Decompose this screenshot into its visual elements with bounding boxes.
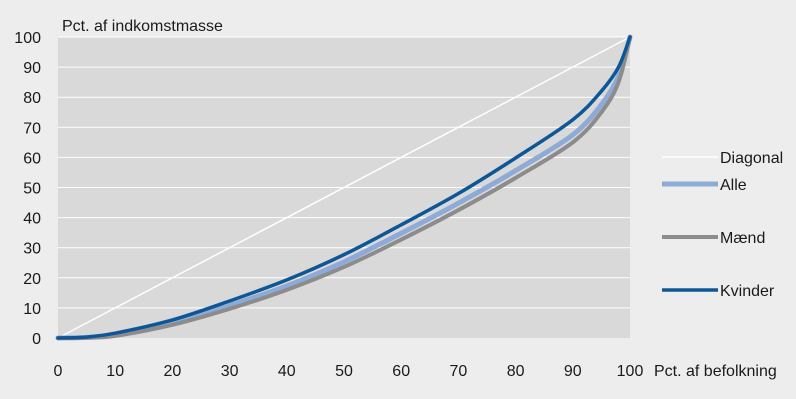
y-tick-label: 100 (14, 30, 41, 47)
y-tick-label: 10 (23, 301, 41, 318)
y-tick-label: 20 (23, 271, 41, 288)
series-line-diagonal (57, 36, 631, 339)
legend-label: Diagonal (720, 150, 783, 167)
y-tick-label: 90 (23, 60, 41, 77)
y-axis-title: Pct. af indkomstmasse (62, 18, 223, 35)
legend-item-alle: Alle (662, 177, 747, 194)
x-tick-label: 80 (507, 363, 525, 380)
x-axis-title: Pct. af befolkning (654, 363, 777, 380)
x-tick-label: 30 (221, 363, 239, 380)
grid-lines (58, 36, 630, 309)
series-lines (55, 34, 633, 341)
x-tick-label: 10 (106, 363, 124, 380)
y-tick-label: 0 (32, 331, 41, 348)
x-tick-label: 90 (564, 363, 582, 380)
legend-item-mænd: Mænd (662, 230, 765, 247)
series-line-mænd (56, 35, 632, 340)
legend-item-kvinder: Kvinder (662, 283, 775, 300)
legend-label: Mænd (720, 230, 765, 247)
x-tick-label: 60 (392, 363, 410, 380)
y-tick-label: 30 (23, 241, 41, 258)
x-tick-label: 70 (450, 363, 468, 380)
legend: Diagonal Alle Mænd Kvinder (662, 150, 783, 300)
x-tick-label: 40 (278, 363, 296, 380)
y-tick-label: 50 (23, 181, 41, 198)
x-tick-labels: 0 10 20 30 40 50 60 70 80 90 100 (54, 363, 644, 380)
series-line-kvinder (56, 35, 632, 340)
x-tick-label: 50 (335, 363, 353, 380)
y-tick-label: 60 (23, 150, 41, 167)
y-tick-labels: 0 10 20 30 40 50 60 70 80 90 100 (14, 30, 41, 348)
x-tick-label: 0 (54, 363, 63, 380)
legend-item-diagonal: Diagonal (662, 150, 783, 167)
x-tick-label: 20 (164, 363, 182, 380)
y-tick-label: 40 (23, 211, 41, 228)
x-tick-label: 100 (617, 363, 644, 380)
y-tick-label: 70 (23, 120, 41, 137)
legend-label: Alle (720, 177, 747, 194)
y-tick-label: 80 (23, 90, 41, 107)
legend-label: Kvinder (720, 283, 775, 300)
